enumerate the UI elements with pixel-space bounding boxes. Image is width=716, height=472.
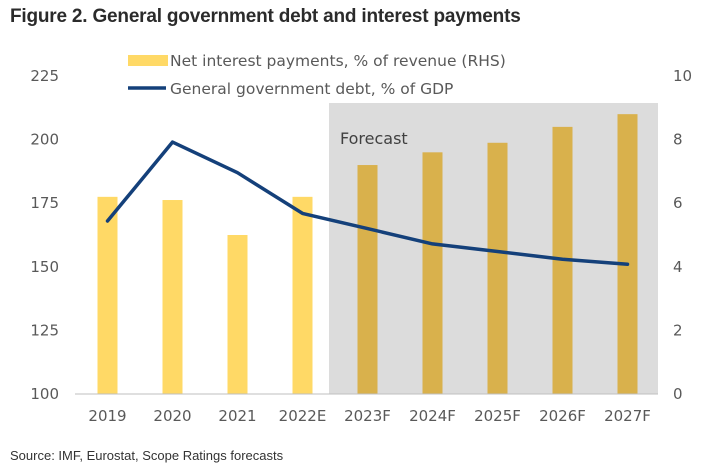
legend-bar-swatch: [128, 55, 168, 66]
left-axis: 100 125 150 175 200 225: [30, 67, 59, 403]
interest-bar: [292, 196, 313, 394]
right-tick-label: 8: [673, 131, 683, 149]
interest-bar: [617, 114, 638, 394]
legend: Net interest payments, % of revenue (RHS…: [128, 52, 506, 98]
right-axis: 0 2 4 6 8 10: [673, 67, 692, 403]
x-tick-label: 2022E: [279, 407, 327, 425]
x-axis: 2019 2020 2021 2022E 2023F 2024F 2025F 2026F 202…: [88, 407, 651, 425]
right-tick-label: 6: [673, 194, 683, 212]
interest-bar: [97, 196, 118, 394]
x-tick-label: 2020: [153, 407, 191, 425]
forecast-label: Forecast: [340, 129, 408, 148]
right-tick-label: 2: [673, 321, 683, 339]
left-tick-label: 225: [30, 67, 59, 85]
x-tick-label: 2026F: [539, 407, 586, 425]
x-tick-label: 2027F: [604, 407, 651, 425]
interest-bar: [487, 142, 508, 394]
interest-bar: [357, 165, 378, 394]
right-tick-label: 4: [673, 258, 683, 276]
x-tick-label: 2025F: [474, 407, 521, 425]
chart-title: Figure 2. General government debt and in…: [10, 6, 521, 27]
left-tick-label: 100: [30, 385, 59, 403]
legend-bar-label: Net interest payments, % of revenue (RHS…: [170, 52, 506, 70]
line-series: [105, 140, 630, 267]
interest-bar: [227, 235, 248, 394]
interest-bar: [162, 200, 183, 394]
right-tick-label: 0: [673, 385, 683, 403]
left-tick-label: 175: [30, 194, 59, 212]
source-note: Source: IMF, Eurostat, Scope Ratings for…: [10, 448, 284, 463]
x-tick-label: 2024F: [409, 407, 456, 425]
left-tick-label: 200: [30, 131, 59, 149]
right-tick-label: 10: [673, 67, 692, 85]
legend-line-label: General government debt, % of GDP: [170, 80, 453, 98]
x-tick-label: 2019: [88, 407, 126, 425]
x-tick-label: 2021: [218, 407, 256, 425]
x-tick-label: 2023F: [344, 407, 391, 425]
left-tick-label: 150: [30, 258, 59, 276]
left-tick-label: 125: [30, 321, 59, 339]
interest-bar: [422, 152, 443, 394]
